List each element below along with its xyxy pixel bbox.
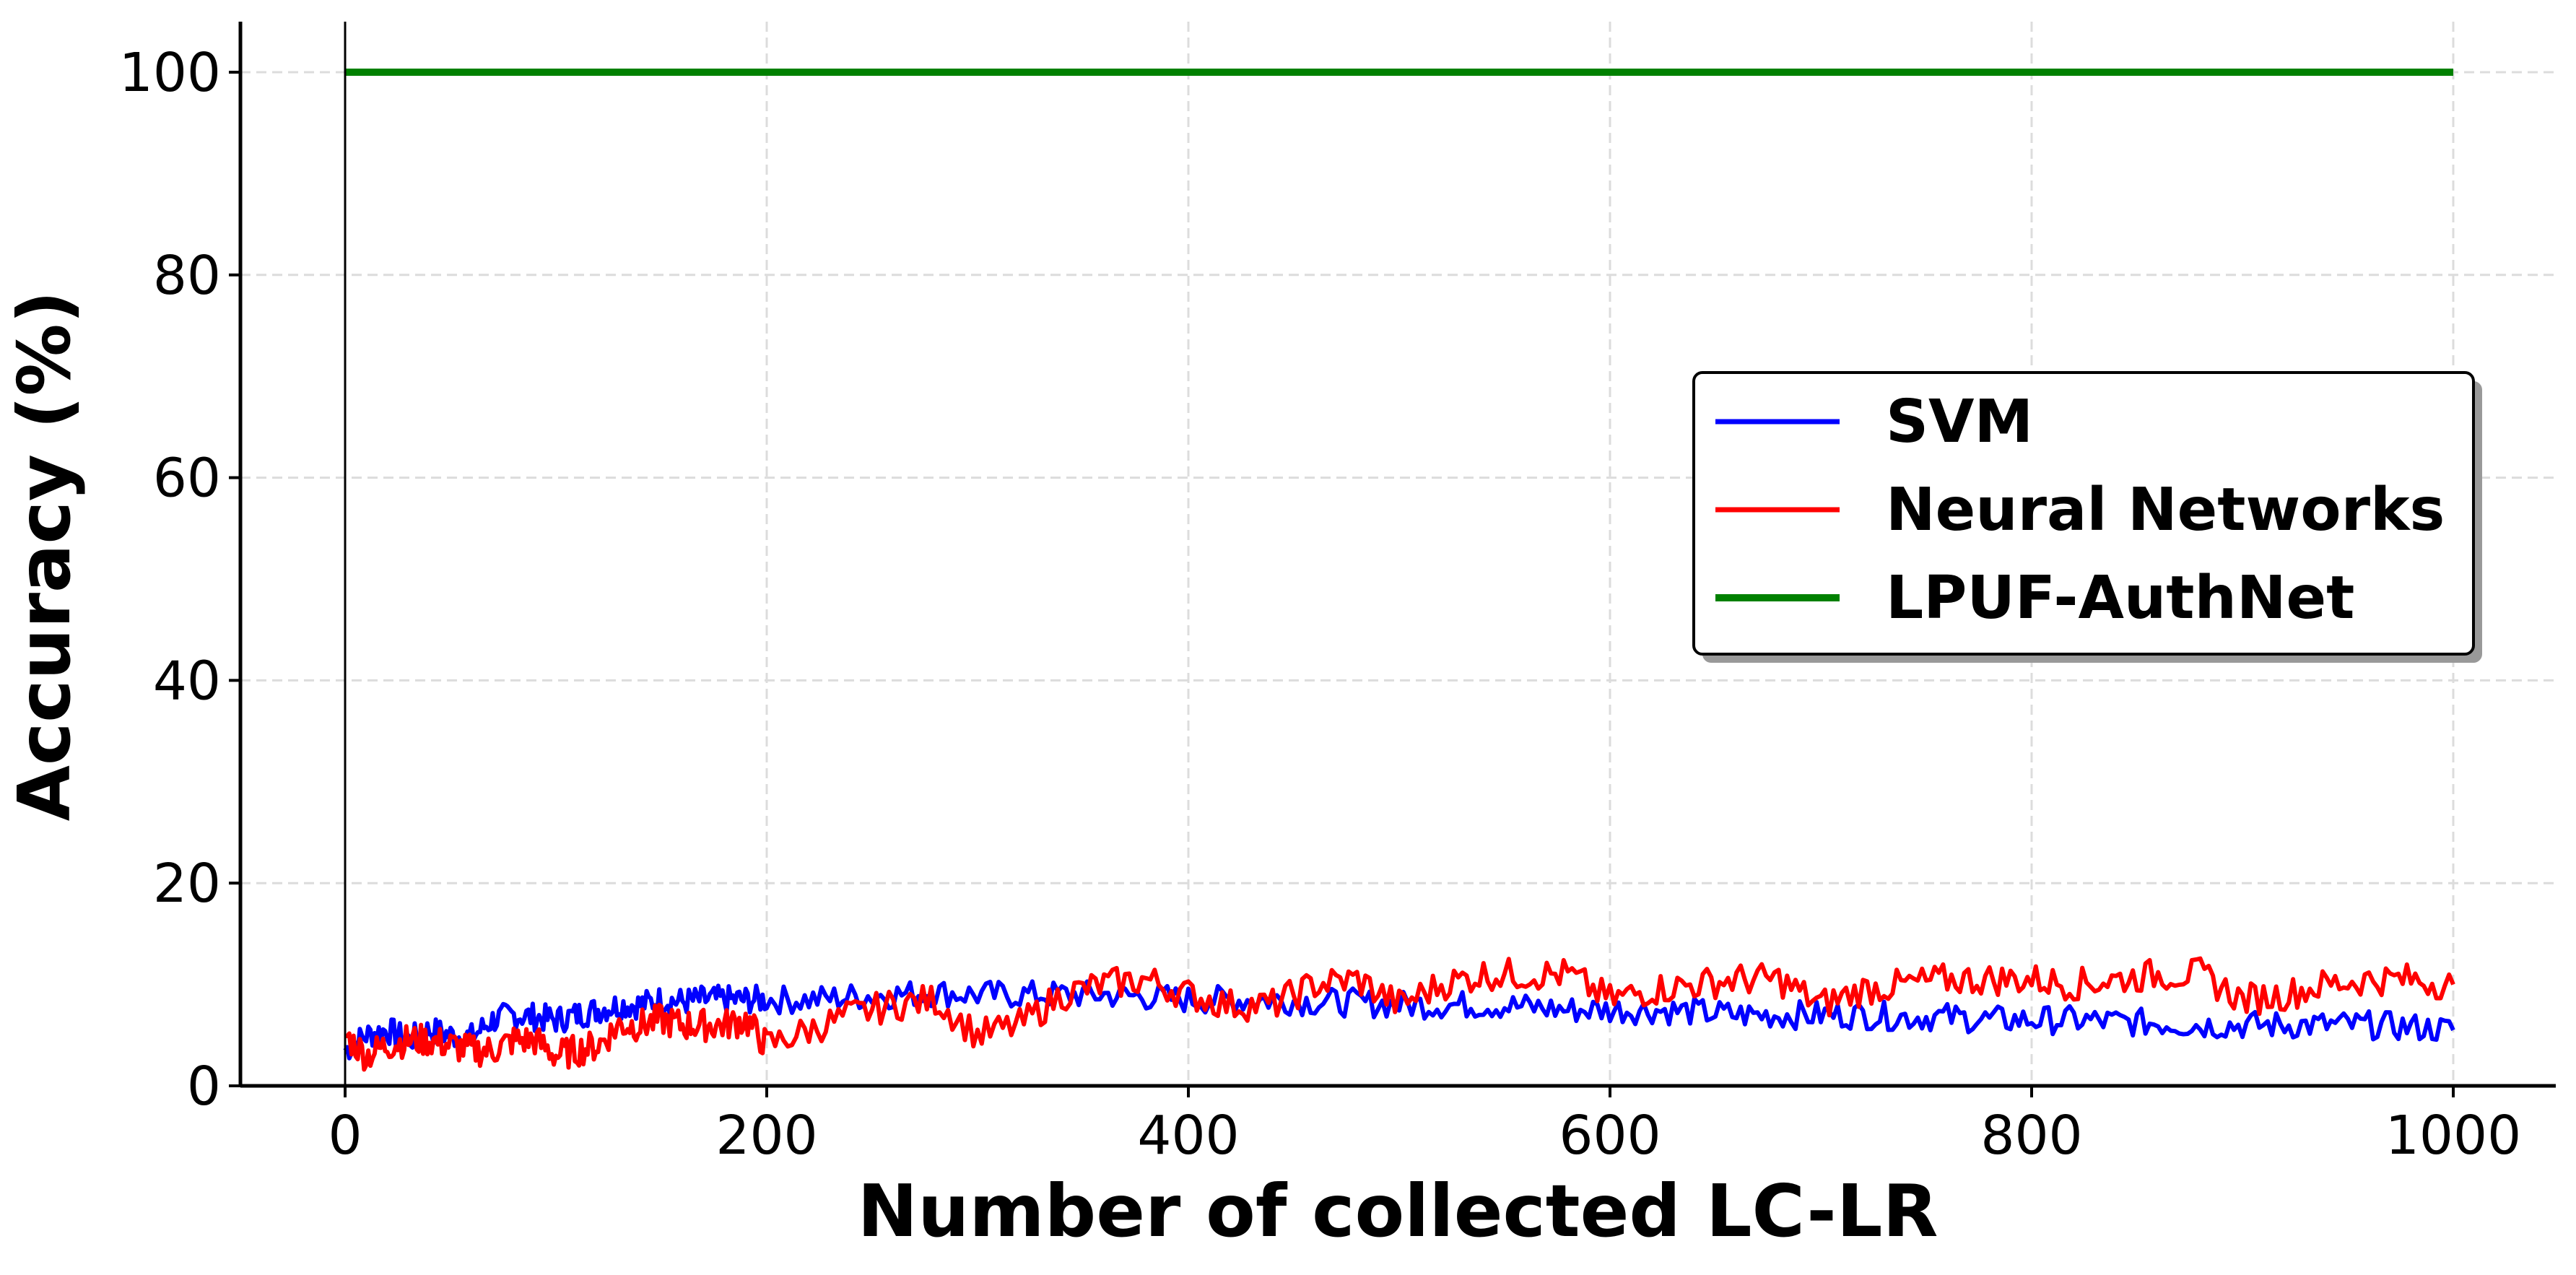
y-tick-label: 60 xyxy=(153,448,221,510)
legend-label: SVM xyxy=(1886,388,2033,456)
y-tick-label: 100 xyxy=(119,42,221,104)
x-axis-title: Number of collected LC-LR xyxy=(858,1169,1938,1253)
axes xyxy=(238,22,2556,1088)
y-tick-label: 80 xyxy=(153,245,221,307)
legend: SVM Neural Networks LPUF-AuthNet xyxy=(1692,371,2482,663)
y-tick-label: 40 xyxy=(153,650,221,712)
tick-marks-and-labels: 0 200 400 600 800 1000 0 20 40 60 80 100 xyxy=(119,42,2521,1167)
x-tick-label: 800 xyxy=(1980,1105,2082,1167)
x-tick-label: 400 xyxy=(1137,1105,1239,1167)
series-line-neural-networks xyxy=(344,956,2455,1072)
x-tick-label: 600 xyxy=(1559,1105,1661,1167)
y-tick-label: 20 xyxy=(153,853,221,915)
legend-box xyxy=(1692,371,2475,656)
series-line-svm xyxy=(343,979,2455,1061)
y-axis-title: Accuracy (%) xyxy=(2,291,87,822)
x-tick-label: 0 xyxy=(328,1105,362,1167)
series-lines xyxy=(343,69,2455,1072)
x-tick-label: 200 xyxy=(715,1105,817,1167)
x-tick-label: 1000 xyxy=(2385,1105,2521,1167)
legend-label: Neural Networks xyxy=(1886,476,2445,544)
legend-label: LPUF-AuthNet xyxy=(1886,564,2354,632)
y-tick-label: 0 xyxy=(187,1056,221,1118)
